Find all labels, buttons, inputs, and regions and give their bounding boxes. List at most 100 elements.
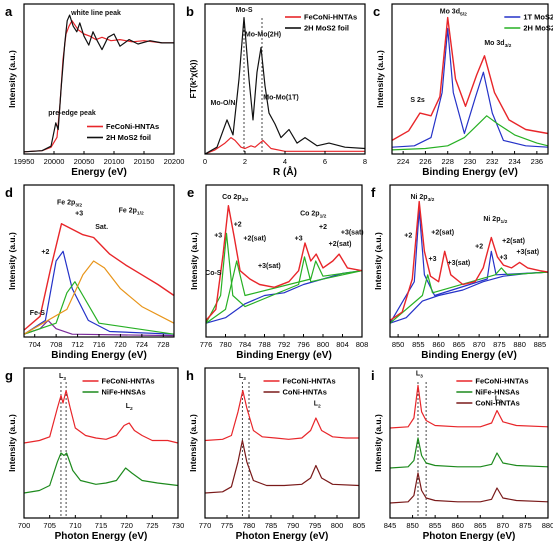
x-tick-label: 796 [297, 340, 310, 349]
legend-label: FeCoNi-HNTAs [475, 377, 528, 386]
x-axis-label: Photon Energy (eV) [423, 531, 516, 542]
series-line-d-4 [23, 223, 175, 331]
x-tick-label: 804 [336, 340, 349, 349]
y-axis-label: Intensity (a.u.) [7, 232, 17, 290]
panel-label: b [186, 4, 194, 19]
panel-label: a [5, 4, 13, 19]
annotation-label: Mo 3d5/2 [440, 9, 467, 18]
x-axis-label: Energy (eV) [71, 167, 127, 178]
panel-label: i [371, 368, 375, 383]
series-line-g-0 [23, 389, 179, 444]
x-tick-label: 226 [419, 157, 432, 166]
panel-f: 850 855 860 865 870 875 880 885 Binding Energy (… [371, 184, 549, 361]
x-tick-label: 20000 [44, 157, 65, 166]
x-tick-label: 20150 [134, 157, 155, 166]
series-line-a-1 [23, 14, 174, 153]
legend-label: 2H MoS2 foil [106, 133, 151, 142]
annotation-label: Mo-O/N [211, 100, 236, 107]
panel-b: 0 2 4 6 8 R (Å) FT(k²χ(k)) b Mo-S Mo-Mo(2H) Mo-O/N… [186, 3, 367, 178]
x-axis-label: Binding Energy (eV) [51, 350, 147, 361]
x-tick-label: 716 [93, 340, 106, 349]
x-tick-label: 2 [243, 157, 247, 166]
annotation-label: Sat. [95, 224, 108, 231]
annotation-label: Fe 2p1/2 [119, 208, 144, 217]
x-tick-label: 720 [120, 521, 133, 530]
x-tick-label: 776 [200, 340, 213, 349]
x-tick-label: 800 [317, 340, 330, 349]
series-line-h-1 [204, 439, 360, 494]
annotation-label: pre-edge peak [48, 110, 96, 117]
x-tick-label: 860 [451, 521, 464, 530]
x-tick-label: 710 [69, 521, 82, 530]
series-line-f-0 [389, 271, 549, 324]
y-axis-label: Intensity (a.u.) [7, 414, 17, 472]
annotation-label: Ni 2p3/2 [410, 194, 434, 203]
annotation-label: Mo 3d3/2 [484, 40, 511, 49]
y-axis-label: Intensity (a.u.) [7, 50, 17, 108]
x-tick-label: 855 [429, 521, 442, 530]
annotation-label: white line peak [70, 10, 121, 17]
x-tick-label: 8 [363, 157, 367, 166]
x-tick-label: 770 [199, 521, 212, 530]
annotation-label: +2 [234, 221, 242, 228]
x-tick-label: 885 [534, 340, 547, 349]
plot-frame [204, 367, 360, 519]
annotation-label: L2 [126, 403, 133, 412]
x-tick-label: 870 [497, 521, 510, 530]
annotation-label: +2(sat) [431, 230, 454, 237]
panel-i: 845 850 855 860 865 870 875 880 Photon Energy (e… [371, 367, 553, 542]
x-tick-label: 715 [95, 521, 108, 530]
panel-label: g [5, 368, 13, 383]
series-line-a-0 [23, 20, 174, 153]
series-line-e-3 [205, 205, 363, 321]
series-line-c-1 [391, 115, 549, 151]
annotation-label: Co 2p3/2 [222, 194, 249, 203]
annotation-label: +2 [404, 233, 412, 240]
annotation-label: +3(sat) [447, 260, 470, 267]
x-tick-label: 708 [50, 340, 63, 349]
x-tick-label: 875 [519, 521, 532, 530]
panel-label: d [5, 185, 13, 200]
x-tick-label: 792 [278, 340, 291, 349]
series-line-e-2 [205, 260, 363, 324]
x-tick-label: 780 [243, 521, 256, 530]
panel-label: h [186, 368, 194, 383]
x-tick-label: 775 [221, 521, 234, 530]
annotation-label: +2(sat) [329, 241, 352, 248]
annotation-label: Ni 2p1/2 [483, 216, 507, 225]
legend-label: 2H MoS2 [523, 24, 553, 33]
y-axis-label: Intensity (a.u.) [375, 50, 385, 108]
panel-a: 19950 20000 20050 20100 20150 20200 Energy (eV… [5, 3, 184, 178]
x-tick-label: 875 [493, 340, 506, 349]
annotation-label: +3(sat) [516, 249, 539, 256]
series-line-f-1 [389, 209, 549, 324]
x-tick-label: 4 [283, 157, 287, 166]
x-tick-label: 725 [146, 521, 159, 530]
x-tick-label: 845 [384, 521, 397, 530]
x-tick-label: 880 [542, 521, 553, 530]
x-axis-label: R (Å) [273, 165, 297, 178]
y-axis-label: Intensity (a.u.) [188, 414, 198, 472]
legend-label: FeCoNi-HNTAs [304, 13, 357, 22]
panel-h: 770 775 780 785 790 795 800 805 Photon Energy (e… [186, 367, 365, 542]
series-line-d-3 [23, 260, 175, 335]
y-axis-label: FT(k²χ(k)) [188, 59, 198, 98]
x-tick-label: 0 [203, 157, 207, 166]
annotation-label: +2(sat) [502, 238, 525, 245]
annotation-label: +3 [75, 210, 83, 217]
x-tick-label: 705 [43, 521, 56, 530]
annotation-label: +3(sat) [258, 263, 281, 270]
x-tick-label: 224 [397, 157, 410, 166]
panel-label: c [373, 4, 380, 19]
series-line-f-3 [389, 200, 549, 321]
legend-label: 2H MoS2 foil [304, 24, 349, 33]
x-tick-label: 6 [323, 157, 327, 166]
x-tick-label: 780 [219, 340, 232, 349]
plot-frame [389, 367, 549, 519]
plot-frame [23, 3, 175, 155]
annotation-label: Fe 2p3/2 [57, 199, 82, 208]
annotation-label: L2 [314, 401, 321, 410]
legend-label: FeCoNi-HNTAs [102, 377, 155, 386]
series-line-b-0 [204, 137, 365, 155]
series-line-f-2 [389, 267, 549, 324]
